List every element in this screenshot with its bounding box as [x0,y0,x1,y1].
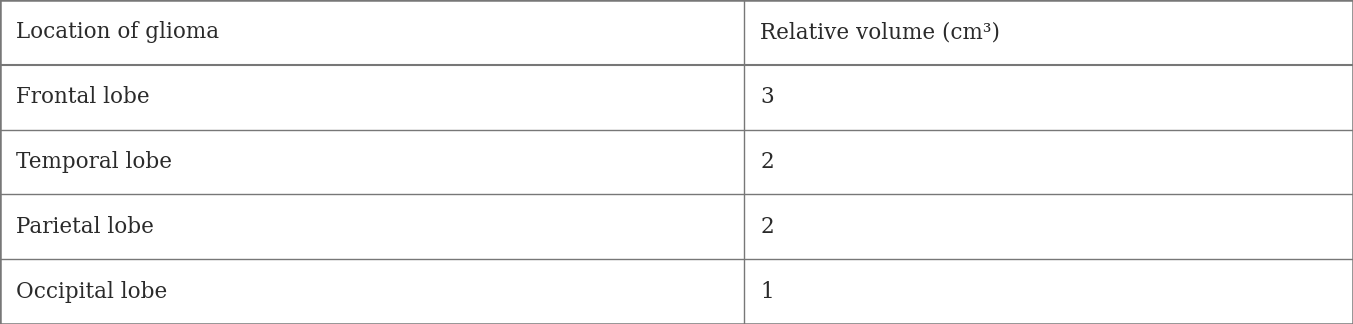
Text: Parietal lobe: Parietal lobe [16,216,154,238]
Text: Relative volume (cm³): Relative volume (cm³) [760,21,1000,43]
Text: Temporal lobe: Temporal lobe [16,151,172,173]
Text: 3: 3 [760,86,774,108]
Text: 1: 1 [760,281,774,303]
Text: 2: 2 [760,216,774,238]
Text: Location of glioma: Location of glioma [16,21,219,43]
Text: 2: 2 [760,151,774,173]
Text: Occipital lobe: Occipital lobe [16,281,168,303]
Text: Frontal lobe: Frontal lobe [16,86,150,108]
